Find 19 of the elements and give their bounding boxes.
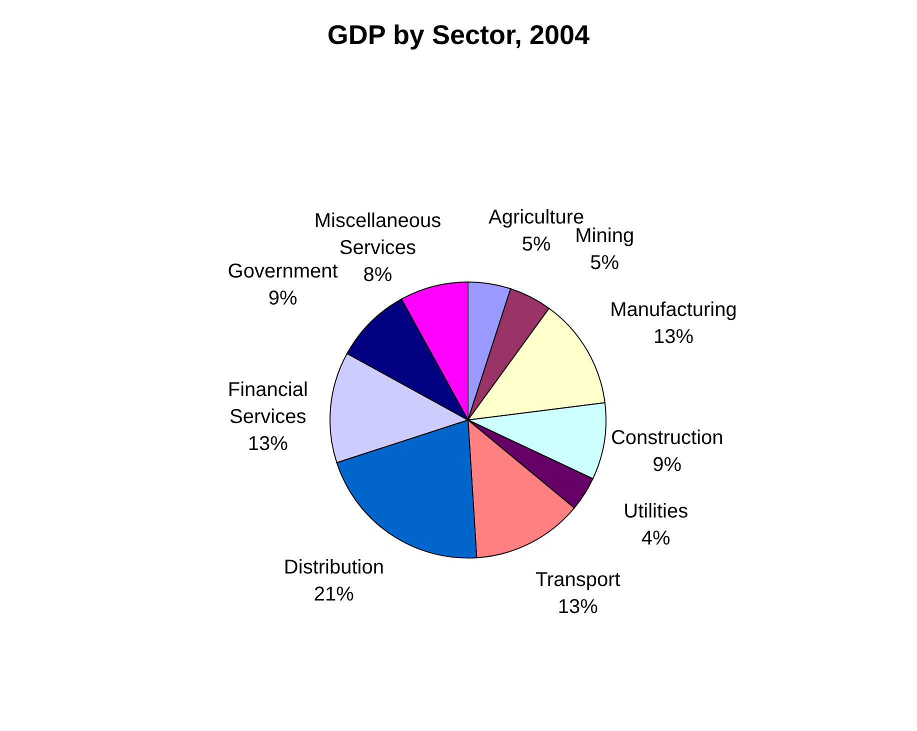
- slice-label: Miscellaneous Services: [314, 210, 442, 260]
- slice-label: Construction: [610, 427, 724, 450]
- data-label: 13%: [248, 432, 288, 455]
- data-label: 9%: [268, 288, 298, 310]
- slice-label: Manufacturing: [610, 298, 737, 321]
- data-label: 5%: [522, 233, 551, 256]
- data-label: 21%: [314, 584, 354, 606]
- slice-label: Utilities: [624, 500, 688, 522]
- data-label: 13%: [653, 326, 694, 348]
- data-label: 4%: [641, 527, 671, 550]
- data-label: 13%: [558, 596, 598, 618]
- data-label: 8%: [363, 264, 392, 286]
- chart-title: GDP by Sector, 2004: [327, 20, 590, 50]
- slice-label: Distribution: [284, 556, 384, 579]
- slice-label: Financial Services: [228, 378, 308, 428]
- slice-label: Government: [228, 260, 338, 283]
- data-label: 5%: [590, 252, 620, 274]
- slice-label: Transport: [535, 568, 621, 591]
- data-label: 9%: [652, 454, 682, 476]
